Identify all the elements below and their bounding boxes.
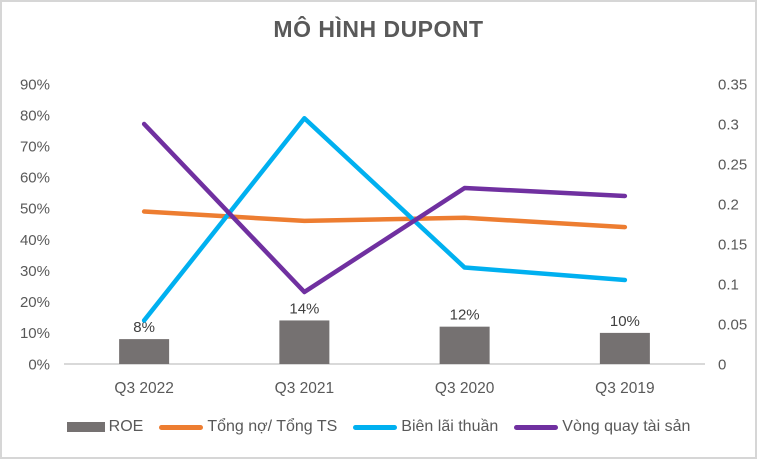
x-axis-label-0: Q3 2022: [114, 380, 173, 397]
right-axis-tick: 0.35: [718, 76, 747, 93]
right-axis-tick: 0.2: [718, 196, 739, 213]
bar-roe-0[interactable]: [119, 339, 170, 364]
bar-roe-1[interactable]: [279, 320, 330, 364]
left-axis-tick: 20%: [20, 294, 50, 311]
legend-label-vong-quay-tai-san: Vòng quay tài sản: [562, 418, 691, 435]
legend-item-bien-lai-thuan[interactable]: Biên lãi thuần: [353, 418, 498, 436]
left-axis-tick: 10%: [20, 325, 50, 342]
line-vong-quay-tai-san[interactable]: [141, 121, 628, 295]
x-axis-label-2: Q3 2020: [435, 380, 495, 397]
legend-item-roe[interactable]: ROE: [66, 418, 144, 436]
right-axis-tick: 0.05: [718, 316, 747, 333]
bar-roe-2[interactable]: [439, 326, 490, 364]
chart-title[interactable]: MÔ HÌNH DUPONT: [273, 16, 484, 42]
left-axis-tick: 0%: [28, 356, 50, 373]
legend-label-tong-no-tong-ts: Tổng nợ/ Tổng TS: [207, 418, 338, 435]
left-axis-tick: 50%: [20, 201, 50, 218]
data-label-roe-3: 10%: [610, 313, 640, 330]
line-bien-lai-thuan[interactable]: [141, 115, 628, 323]
right-axis-tick: 0.3: [718, 116, 739, 133]
right-axis-tick: 0.25: [718, 156, 747, 173]
data-label-roe-2: 12%: [450, 307, 480, 324]
legend-swatch-bien-lai-thuan: [353, 424, 398, 430]
right-axis-tick: 0.1: [718, 276, 739, 293]
left-axis-tick: 30%: [20, 263, 50, 280]
data-label-roe-1: 14%: [289, 300, 319, 317]
legend-label-roe: ROE: [108, 418, 144, 435]
left-axis-tick: 40%: [20, 232, 50, 249]
legend-swatch-roe: [66, 422, 105, 432]
left-axis-tick: 80%: [20, 107, 50, 124]
x-axis-label-1: Q3 2021: [275, 380, 334, 397]
bar-roe-3[interactable]: [599, 332, 650, 364]
left-axis-tick: 60%: [20, 170, 50, 187]
data-label-roe-0: 8%: [133, 319, 155, 336]
left-axis-tick: 90%: [20, 76, 50, 93]
x-axis-label-3: Q3 2019: [595, 380, 654, 397]
legend-swatch-vong-quay-tai-san: [514, 424, 559, 430]
right-axis-tick: 0: [718, 356, 726, 373]
left-axis-tick: 70%: [20, 138, 50, 155]
line-tong-no-tong-ts[interactable]: [141, 209, 628, 230]
legend-item-vong-quay-tai-san[interactable]: Vòng quay tài sản: [514, 418, 690, 436]
legend: ROE Tổng nợ/ Tổng TS Biên lãi thuần Vòng qu…: [2, 418, 755, 436]
legend-label-bien-lai-thuan: Biên lãi thuần: [401, 418, 499, 435]
legend-item-tong-no-tong-ts[interactable]: Tổng nợ/ Tổng TS: [159, 418, 337, 436]
right-axis-tick: 0.15: [718, 236, 747, 253]
legend-swatch-tong-no-tong-ts: [159, 424, 204, 430]
